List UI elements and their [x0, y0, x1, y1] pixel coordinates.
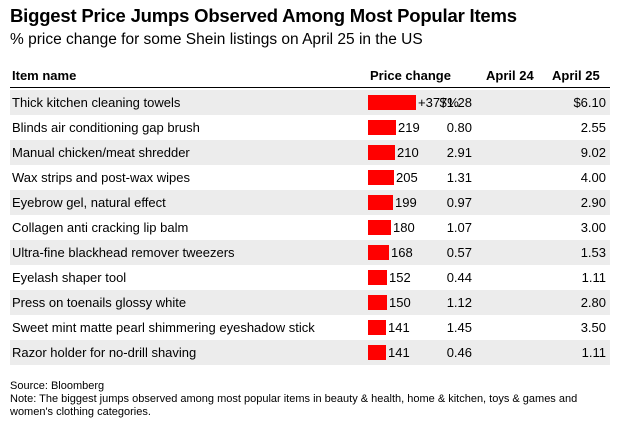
- price-change-bar: [368, 295, 387, 310]
- table-row: Blinds air conditioning gap brush 219 0.80…: [10, 115, 610, 140]
- price-change-bar: [368, 345, 386, 360]
- table-row: Sweet mint matte pearl shimmering eyesha…: [10, 315, 610, 340]
- price-april-25: 1.11: [581, 345, 606, 360]
- item-name: Ultra-fine blackhead remover tweezers: [12, 245, 235, 260]
- price-april-24: 0.80: [446, 120, 472, 135]
- price-change-bar: [368, 320, 386, 335]
- item-name: Sweet mint matte pearl shimmering eyesha…: [12, 320, 315, 335]
- price-april-25: 9.02: [580, 145, 606, 160]
- price-april-25: 2.55: [580, 120, 606, 135]
- item-name: Eyebrow gel, natural effect: [12, 195, 166, 210]
- item-name: Eyelash shaper tool: [12, 270, 127, 285]
- price-april-24: 1.31: [446, 170, 472, 185]
- header-price-change: Price change: [370, 68, 451, 83]
- price-change-label: 199: [395, 195, 417, 210]
- item-name: Manual chicken/meat shredder: [12, 145, 190, 160]
- table-row: Ultra-fine blackhead remover tweezers 168…: [10, 240, 610, 265]
- item-name: Press on toenails glossy white: [12, 295, 187, 310]
- footnote: Note: The biggest jumps observed among m…: [10, 393, 578, 418]
- item-name: Blinds air conditioning gap brush: [12, 120, 200, 135]
- table-row: Eyebrow gel, natural effect 199 0.97 2.90: [10, 190, 610, 215]
- header-item-name: Item name: [12, 68, 77, 83]
- price-change-bar: [368, 145, 395, 160]
- price-change-bar: [368, 270, 387, 285]
- price-change-label: 152: [389, 270, 411, 285]
- price-april-25: 3.00: [580, 220, 606, 235]
- price-april-25: $6.10: [573, 95, 606, 110]
- price-change-bar: [368, 220, 391, 235]
- price-april-24: 0.46: [446, 345, 472, 360]
- price-change-bar: [368, 95, 416, 110]
- price-change-label: 210: [397, 145, 419, 160]
- price-change-label: 205: [396, 170, 418, 185]
- price-april-24: 1.07: [446, 220, 472, 235]
- price-change-bar: [368, 245, 389, 260]
- table-row: Collagen anti cracking lip balm 180 1.07 3.…: [10, 215, 610, 240]
- header-april-25: April 25: [552, 68, 600, 83]
- price-change-bar: [368, 195, 393, 210]
- price-april-25: 1.11: [581, 270, 606, 285]
- header-april-24: April 24: [486, 68, 534, 83]
- price-april-24: 0.44: [446, 270, 472, 285]
- price-april-25: 3.50: [580, 320, 606, 335]
- table-row: Razor holder for no-drill shaving 141 0.46…: [10, 340, 610, 365]
- price-change-label: 180: [393, 220, 415, 235]
- price-change-label: 219: [398, 120, 420, 135]
- table-row: Press on toenails glossy white 150 1.12 2.8…: [10, 290, 610, 315]
- price-april-24: 1.12: [446, 295, 472, 310]
- price-april-25: 1.53: [580, 245, 606, 260]
- item-name: Razor holder for no-drill shaving: [12, 345, 197, 360]
- price-change-label: 141: [388, 320, 410, 335]
- price-april-24: 0.97: [446, 195, 472, 210]
- table-row: Manual chicken/meat shredder 210 2.91 9.02: [10, 140, 610, 165]
- price-change-bar: [368, 120, 396, 135]
- item-name: Thick kitchen cleaning towels: [12, 95, 181, 110]
- header-rule: [10, 87, 610, 88]
- source-note: Source: Bloomberg: [10, 380, 105, 392]
- price-april-25: 2.80: [580, 295, 606, 310]
- price-change-label: 168: [391, 245, 413, 260]
- price-april-25: 2.90: [580, 195, 606, 210]
- price-change-label: +377%: [418, 95, 459, 110]
- chart-title: Biggest Price Jumps Observed Among Most …: [10, 5, 517, 26]
- table-row: Eyelash shaper tool 152 0.44 1.11: [10, 265, 610, 290]
- price-april-24: $1.28: [439, 95, 472, 110]
- price-change-bar: [368, 170, 394, 185]
- price-april-24: 2.91: [446, 145, 472, 160]
- chart-subtitle: % price change for some Shein listings o…: [10, 31, 423, 48]
- price-april-24: 0.57: [446, 245, 472, 260]
- price-april-24: 1.45: [446, 320, 472, 335]
- table-row: Thick kitchen cleaning towels +377% $1.28 $…: [10, 90, 610, 115]
- price-change-label: 150: [389, 295, 411, 310]
- price-april-25: 4.00: [580, 170, 606, 185]
- item-name: Collagen anti cracking lip balm: [12, 220, 189, 235]
- table-row: Wax strips and post-wax wipes 205 1.31 4.00: [10, 165, 610, 190]
- item-name: Wax strips and post-wax wipes: [12, 170, 190, 185]
- price-change-label: 141: [388, 345, 410, 360]
